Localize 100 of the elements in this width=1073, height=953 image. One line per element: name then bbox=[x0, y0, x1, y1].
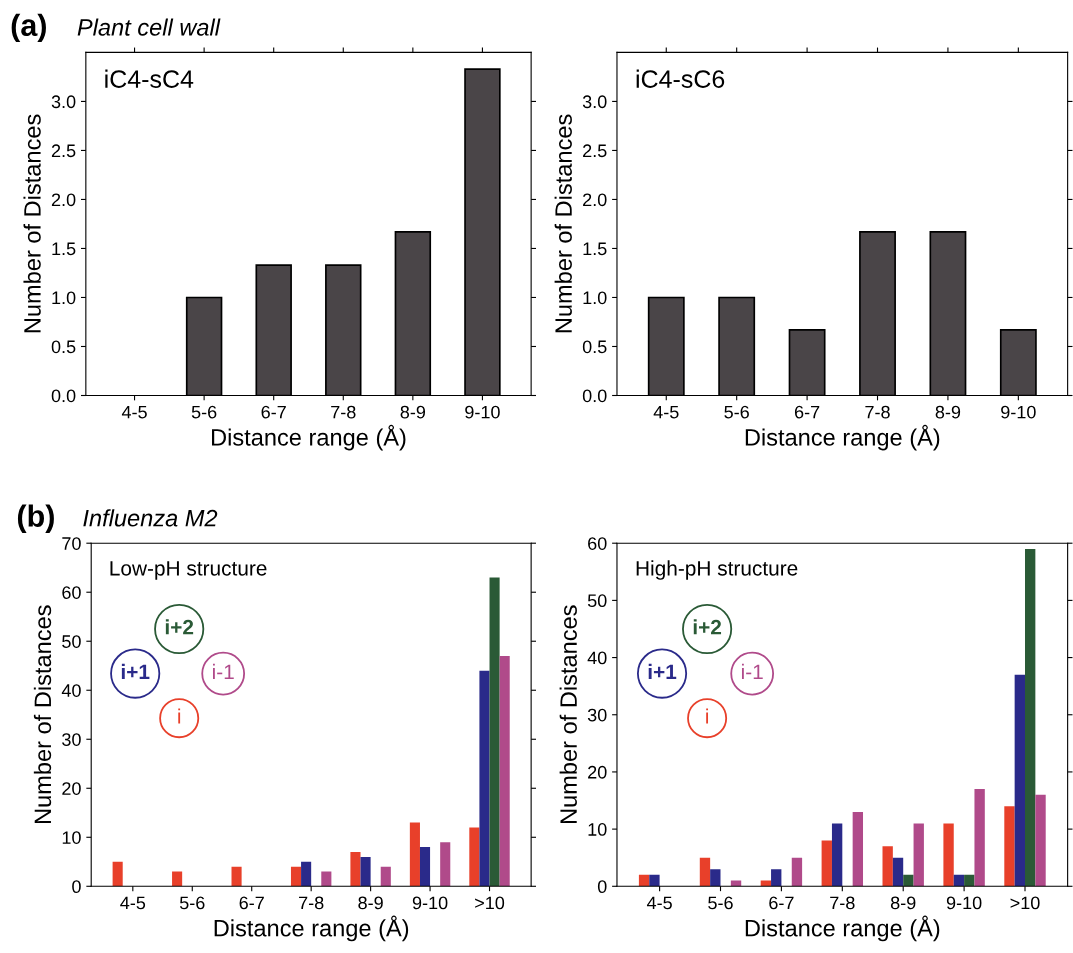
bar bbox=[953, 874, 965, 887]
y-tick-label: 1.0 bbox=[583, 291, 607, 305]
bar bbox=[821, 840, 832, 887]
x-tick-label: 4-5 bbox=[653, 405, 679, 419]
x-tick-label: 7-8 bbox=[299, 896, 324, 910]
x-tick-label: 6-7 bbox=[794, 405, 820, 419]
bar bbox=[1004, 806, 1015, 887]
bar bbox=[1025, 548, 1036, 887]
bar bbox=[852, 811, 864, 887]
x-tick-label: 4-5 bbox=[120, 896, 146, 910]
bar bbox=[831, 823, 843, 887]
chart-subtitle: Influenza M2 bbox=[83, 509, 218, 527]
x-tick-label: >10 bbox=[475, 896, 505, 910]
y-tick-label: 30 bbox=[587, 708, 607, 722]
x-tick-label: 6-7 bbox=[769, 896, 794, 910]
x-axis-title: Distance range (Å) bbox=[745, 424, 940, 451]
y-tick-label: 2.0 bbox=[51, 193, 76, 207]
x-tick-label: 9-10 bbox=[465, 405, 500, 419]
y-tick-label: 0.0 bbox=[582, 389, 607, 403]
bar bbox=[649, 874, 660, 887]
text: i+1 bbox=[648, 663, 677, 679]
y-tick-label: 20 bbox=[62, 782, 81, 795]
bar bbox=[791, 857, 803, 887]
x-tick-label: 5-6 bbox=[179, 896, 205, 910]
bar bbox=[1014, 674, 1026, 887]
bar bbox=[499, 655, 510, 887]
bar bbox=[710, 869, 721, 887]
y-tick-label: 40 bbox=[61, 684, 81, 697]
chart-title: (a) bbox=[11, 13, 46, 43]
y-tick-label: 70 bbox=[62, 537, 81, 550]
y-tick-label: 2.5 bbox=[583, 144, 607, 158]
bar bbox=[771, 869, 782, 887]
x-tick-label: 9-10 bbox=[1001, 405, 1036, 419]
bar bbox=[290, 866, 302, 887]
bar bbox=[489, 577, 500, 887]
chart-subtitle: Plant cell wall bbox=[77, 18, 221, 36]
x-tick-label: 8-9 bbox=[400, 405, 426, 419]
y-tick-label: 1.0 bbox=[52, 291, 76, 305]
x-tick-label: 5-6 bbox=[708, 896, 733, 910]
x-tick-label: 6-7 bbox=[261, 405, 286, 419]
bar bbox=[172, 871, 183, 887]
bar bbox=[469, 827, 480, 887]
text: i-1 bbox=[213, 663, 234, 679]
bar bbox=[964, 874, 975, 887]
x-tick-label: 4-5 bbox=[646, 896, 672, 910]
y-tick-label: 0 bbox=[72, 880, 81, 894]
y-tick-label: 1.5 bbox=[583, 242, 607, 256]
bar bbox=[1035, 794, 1046, 887]
x-axis-title: Distance range (Å) bbox=[745, 915, 940, 942]
bar bbox=[350, 851, 361, 887]
x-tick-label: 6-7 bbox=[239, 896, 264, 910]
x-tick-label: 9-10 bbox=[946, 896, 982, 910]
bar bbox=[301, 861, 312, 887]
y-tick-label: 0.5 bbox=[582, 340, 607, 354]
y-tick-label: 40 bbox=[587, 651, 607, 665]
y-axis-title: Number of Distances bbox=[554, 114, 572, 333]
bar bbox=[112, 861, 123, 887]
y-tick-label: 3.0 bbox=[51, 95, 76, 109]
text: i+2 bbox=[693, 619, 722, 635]
y-tick-label: 50 bbox=[587, 594, 607, 608]
bar bbox=[974, 789, 985, 887]
y-tick-label: 50 bbox=[62, 635, 81, 648]
x-axis-title: Distance range (Å) bbox=[214, 915, 409, 942]
bar bbox=[380, 866, 391, 887]
y-tick-label: 0.0 bbox=[51, 389, 76, 403]
bar bbox=[231, 866, 242, 887]
bar bbox=[892, 857, 904, 887]
bar bbox=[360, 856, 371, 887]
x-tick-label: 7-8 bbox=[865, 405, 890, 419]
x-tick-label: 4-5 bbox=[121, 405, 147, 419]
bar bbox=[943, 823, 954, 887]
annotation: iC4-sC6 bbox=[636, 69, 725, 88]
y-tick-label: 0 bbox=[597, 880, 607, 894]
bar bbox=[409, 822, 420, 887]
y-tick-label: 60 bbox=[588, 537, 607, 550]
y-axis-title: Number of Distances bbox=[33, 605, 52, 824]
bar bbox=[903, 874, 914, 887]
bar bbox=[479, 670, 490, 887]
x-tick-label: 5-6 bbox=[191, 405, 217, 419]
bar bbox=[913, 823, 924, 887]
bar bbox=[882, 846, 893, 887]
x-tick-label: >10 bbox=[1010, 896, 1040, 910]
y-tick-label: 60 bbox=[62, 586, 81, 599]
y-tick-label: 3.0 bbox=[582, 95, 607, 109]
y-tick-label: 0.5 bbox=[51, 340, 76, 354]
bar bbox=[440, 842, 451, 887]
y-tick-label: 20 bbox=[588, 765, 607, 779]
y-tick-label: 2.0 bbox=[583, 193, 607, 207]
x-tick-label: 8-9 bbox=[890, 896, 916, 910]
y-tick-label: 30 bbox=[62, 733, 81, 746]
x-tick-label: 8-9 bbox=[935, 405, 961, 419]
chart-title: (b) bbox=[17, 504, 54, 533]
annotation: Low-pH structure bbox=[110, 561, 267, 580]
x-tick-label: 7-8 bbox=[830, 896, 855, 910]
y-tick-label: 1.5 bbox=[52, 242, 76, 256]
y-tick-label: 2.5 bbox=[51, 144, 76, 158]
bar bbox=[419, 847, 431, 887]
y-tick-label: 10 bbox=[62, 831, 81, 844]
y-axis-title: Number of Distances bbox=[559, 605, 577, 824]
annotation: High-pH structure bbox=[636, 560, 798, 580]
